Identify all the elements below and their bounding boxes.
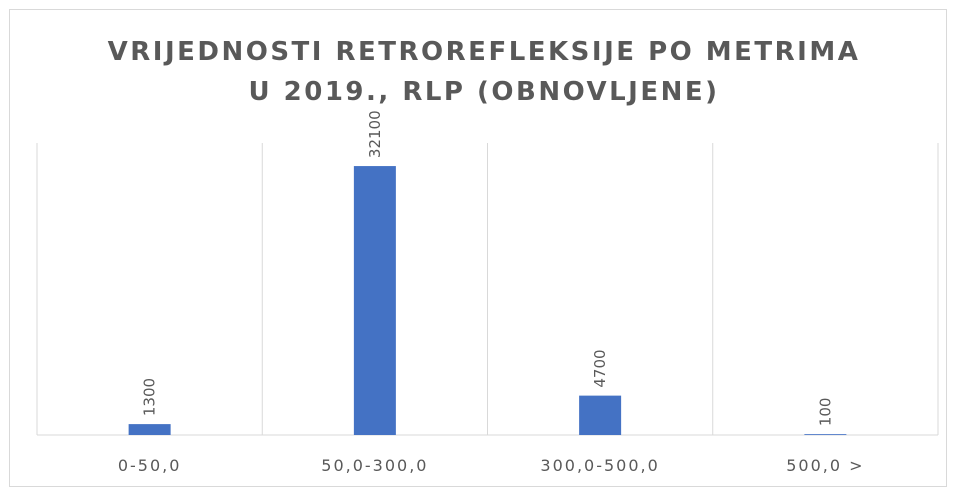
chart-title: U 2019., RLP (OBNOVLJENE) bbox=[248, 77, 719, 107]
x-tick-label: 50,0-300,0 bbox=[321, 456, 428, 475]
bar bbox=[579, 395, 622, 435]
bar bbox=[353, 166, 396, 435]
data-label: 4700 bbox=[591, 349, 609, 387]
x-tick-label: 500,0 > bbox=[786, 456, 864, 475]
chart-border bbox=[9, 9, 947, 487]
x-tick-label: 300,0-500,0 bbox=[540, 456, 659, 475]
data-label: 32100 bbox=[366, 110, 384, 158]
bar bbox=[804, 434, 847, 435]
bar bbox=[128, 424, 171, 435]
data-label: 1300 bbox=[141, 378, 159, 416]
chart-title: VRIJEDNOSTI RETROREFLEKSIJE PO METRIMA bbox=[108, 37, 861, 67]
x-tick-label: 0-50,0 bbox=[118, 456, 182, 475]
data-label: 100 bbox=[816, 398, 834, 427]
